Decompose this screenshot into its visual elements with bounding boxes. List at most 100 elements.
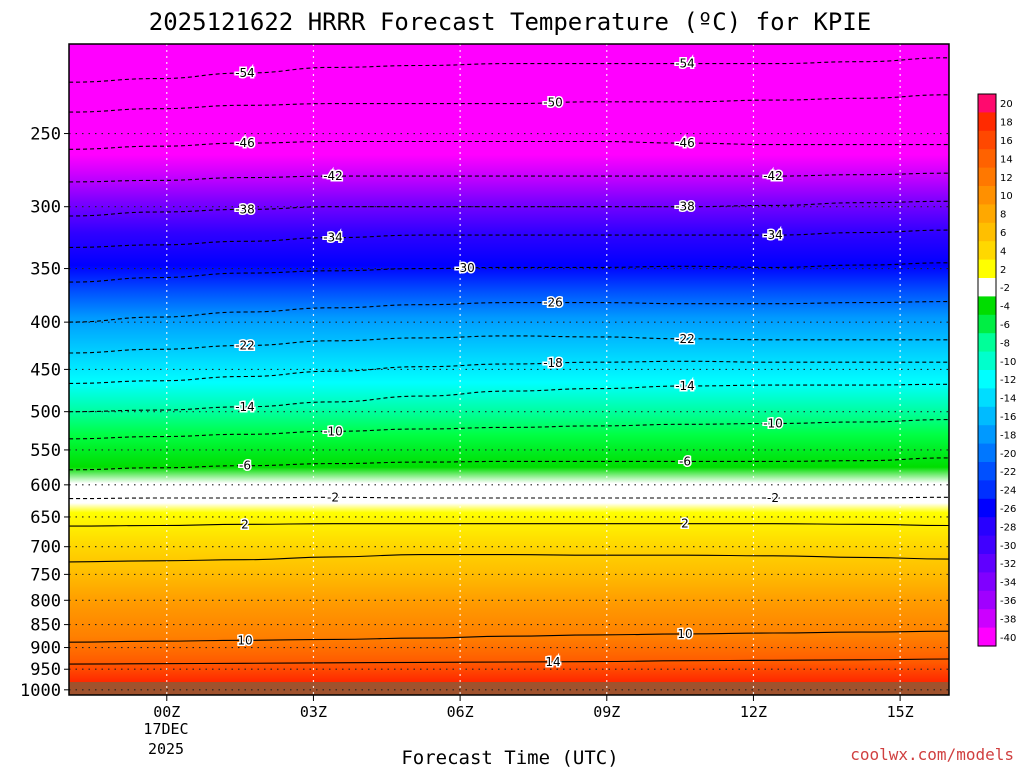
contour-label: -38	[235, 202, 255, 216]
colorbar-swatch	[978, 517, 996, 537]
y-tick-label: 1000	[20, 681, 61, 701]
x-tick-label: 09Z	[593, 703, 620, 721]
colorbar-swatch	[978, 480, 996, 500]
colorbar-tick-label: -6	[1000, 320, 1010, 331]
contour-label: -18	[543, 356, 563, 370]
colorbar-swatch	[978, 222, 996, 242]
contour-label: -14	[675, 379, 695, 393]
colorbar-tick-label: -40	[1000, 633, 1016, 644]
contour-label: 2	[241, 517, 249, 531]
colorbar-tick-label: 2	[1000, 265, 1006, 276]
contour-label: 10	[677, 627, 692, 641]
colorbar-swatch	[978, 186, 996, 205]
x-axis: 00Z 03Z 06Z 09Z 12Z 15Z	[153, 695, 914, 721]
colorbar-tick-label: 10	[1000, 191, 1013, 202]
grid-lines	[69, 44, 949, 695]
x-tick-label: 12Z	[740, 703, 767, 721]
contour-label: -38	[675, 200, 695, 214]
y-tick-label: 950	[30, 660, 61, 680]
colorbar-tick-label: -30	[1000, 541, 1016, 552]
colorbar-swatch	[978, 425, 996, 445]
colorbar-tick-label: -22	[1000, 467, 1016, 478]
colorbar-tick-label: -2	[1000, 283, 1010, 294]
y-tick-label: 450	[30, 360, 61, 380]
contour-label: -22	[235, 339, 255, 353]
colorbar-tick-label: 14	[1000, 154, 1013, 165]
colorbar-swatch	[978, 609, 996, 629]
contour-label: -2	[327, 490, 339, 504]
x-axis-label: Forecast Time (UTC)	[401, 747, 618, 768]
colorbar-swatch	[978, 314, 996, 334]
colorbar-tick-label: 18	[1000, 118, 1013, 129]
colorbar-tick-label: 20	[1000, 99, 1013, 110]
ground-band	[69, 682, 949, 695]
y-tick-label: 900	[30, 639, 61, 659]
colorbar-swatch	[978, 130, 996, 150]
contour-line	[69, 554, 949, 563]
y-tick-label: 850	[30, 616, 61, 636]
colorbar-swatch	[978, 535, 996, 555]
contour-label: -26	[543, 296, 563, 310]
colorbar-swatch	[978, 259, 996, 279]
colorbar-tick-label: 16	[1000, 136, 1013, 147]
x-tick-label: 03Z	[300, 703, 327, 721]
contour-line	[69, 630, 949, 643]
contour-label: 2	[681, 517, 689, 531]
colorbar-swatch	[978, 204, 996, 224]
y-axis: 250 300 350 400 450 500 550 600 650 700 750 800 850 9…	[20, 125, 69, 701]
colorbar-tick-label: -14	[1000, 394, 1016, 405]
contour-label: -2	[767, 491, 779, 505]
contour-label: -42	[763, 169, 783, 183]
colorbar-tick-label: -18	[1000, 430, 1016, 441]
colorbar-swatch	[978, 149, 996, 169]
contour-lines: -54 -54 -50 -46 -46 -42 -42 -38 -38 -34 -34 -30 -26 -…	[69, 55, 949, 670]
x-tick-label: 15Z	[887, 703, 914, 721]
colorbar-swatch	[978, 296, 996, 316]
contour-label: -50	[543, 96, 563, 110]
x-tick-label: 06Z	[447, 703, 474, 721]
contour-label: -14	[235, 400, 255, 414]
contour-line	[69, 658, 949, 665]
y-tick-label: 250	[30, 125, 61, 145]
colorbar-tick-label: -24	[1000, 486, 1016, 497]
colorbar-swatch	[978, 370, 996, 389]
colorbar-swatch	[978, 498, 996, 518]
colorbar-tick-label: -26	[1000, 504, 1016, 515]
colorbar-tick-label: -10	[1000, 357, 1016, 368]
y-tick-label: 500	[30, 403, 61, 423]
colorbar-tick-label: -16	[1000, 412, 1016, 423]
colorbar-swatch	[978, 241, 996, 261]
colorbar-tick-label: 12	[1000, 173, 1013, 184]
y-tick-label: 400	[30, 313, 61, 333]
y-tick-label: 750	[30, 565, 61, 585]
y-tick-label: 700	[30, 538, 61, 558]
chart-title: 2025121622 HRRR Forecast Temperature (ºC…	[149, 8, 871, 36]
contour-label: -6	[239, 459, 251, 473]
contour-label: -22	[675, 332, 695, 346]
colorbar-tick-label: 4	[1000, 246, 1006, 257]
y-tick-label: 800	[30, 591, 61, 611]
colorbar-swatch	[978, 94, 996, 113]
colorbar-tick-label: -32	[1000, 559, 1016, 570]
colorbar-swatch	[978, 462, 996, 481]
colorbar-swatch	[978, 112, 996, 132]
contour-label: -34	[323, 231, 343, 245]
colorbar-tick-label: 6	[1000, 228, 1006, 239]
contour-label: 10	[237, 633, 252, 647]
colorbar-swatch	[978, 406, 996, 426]
x-tick-label: 00Z	[153, 703, 180, 721]
contour-label: -42	[323, 169, 343, 183]
contour-label: -54	[675, 57, 695, 71]
contour-label: 14	[545, 655, 560, 669]
y-tick-label: 600	[30, 476, 61, 496]
y-tick-label: 550	[30, 441, 61, 461]
colorbar-swatch	[978, 572, 996, 592]
contour-label: -54	[235, 66, 255, 80]
contour-label: -46	[235, 136, 255, 150]
colorbar-swatch	[978, 333, 996, 353]
contour-label: -10	[323, 424, 343, 438]
colorbar-tick-label: -28	[1000, 522, 1016, 533]
colorbar-swatch	[978, 554, 996, 573]
contour-label: -10	[763, 417, 783, 431]
